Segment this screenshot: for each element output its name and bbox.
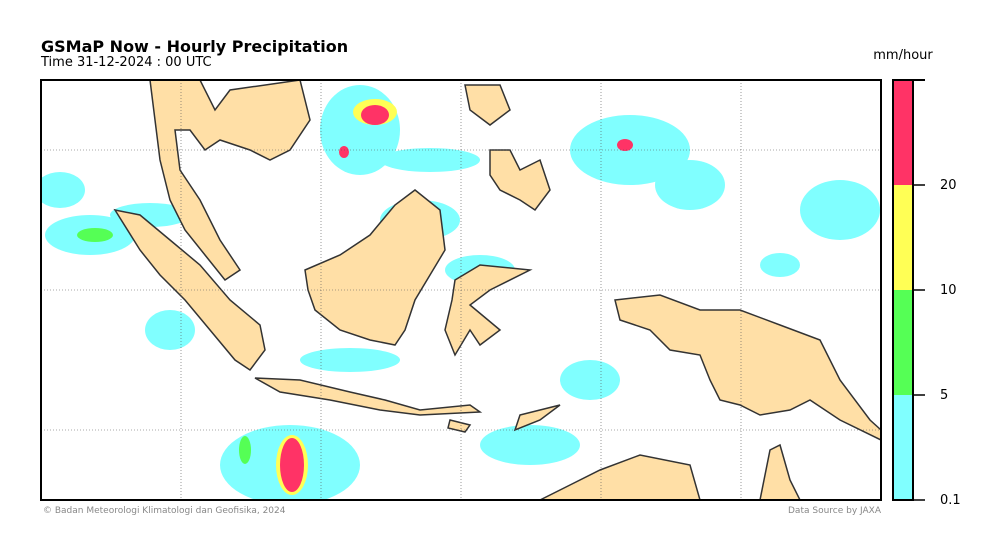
grid (41, 80, 881, 500)
colorbar-segment (893, 185, 913, 290)
colorbar-segment (893, 395, 913, 500)
source: Data Source by JAXA (788, 506, 882, 516)
map-frame (40, 79, 882, 501)
subtitle: Time 31-12-2024 : 00 UTC (40, 55, 212, 70)
colorbar-segment (893, 80, 913, 185)
colorbar-segment (893, 290, 913, 395)
land (113, 80, 881, 500)
colorbar-tick-label: 10 (940, 283, 957, 298)
colorbar-tick-label: 0.1 (940, 493, 961, 508)
colorbar: 0.1 5 10 20 (892, 79, 961, 508)
credit: © Badan Meteorologi Klimatologi dan Geof… (43, 506, 286, 516)
unit-label: mm/hour (873, 48, 933, 63)
colorbar-tick-label: 5 (940, 388, 948, 403)
colorbar-tick-label: 20 (940, 178, 957, 193)
title: GSMaP Now - Hourly Precipitation (41, 37, 348, 56)
map (40, 79, 882, 501)
